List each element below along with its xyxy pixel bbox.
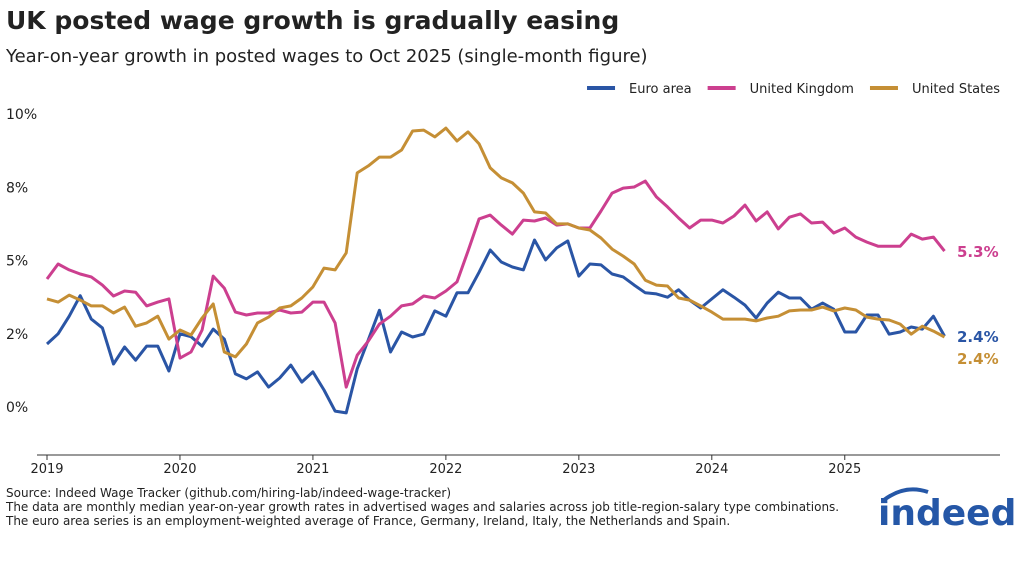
series-line [45,179,946,389]
note: The euro area series is an employment-we… [5,514,730,528]
end-label: 2.4% [957,328,999,346]
x-tick-label: 2025 [828,462,861,477]
y-tick-label: 5% [6,254,28,270]
x-tick-label: 2020 [163,462,196,477]
y-tick-label: 8% [6,180,28,196]
legend-label: United Kingdom [750,82,854,97]
source: Source: Indeed Wage Tracker (github.com/… [6,486,451,500]
x-tick-label: 2021 [296,462,329,477]
x-tick-label: 2023 [562,462,595,477]
legend-label: United States [912,82,1000,97]
y-tick-label: 0% [6,400,28,416]
series-line [45,238,946,415]
end-label: 5.3% [957,243,999,261]
legend-label: Euro area [629,82,692,97]
series-line [46,126,946,359]
logo-arc [882,487,929,502]
x-tick-label: 2022 [429,462,462,477]
x-tick-label: 2024 [695,462,728,477]
note: The data are monthly median year-on-year… [5,500,839,514]
y-tick-label: 2% [6,327,28,343]
y-tick-label: 10% [6,107,37,123]
x-tick-label: 2019 [30,462,63,477]
chart-title: UK posted wage growth is gradually easin… [6,6,619,35]
logo: indeed [878,493,1016,534]
end-label: 2.4% [957,350,999,368]
chart-subtitle: Year-on-year growth in posted wages to O… [5,46,648,67]
